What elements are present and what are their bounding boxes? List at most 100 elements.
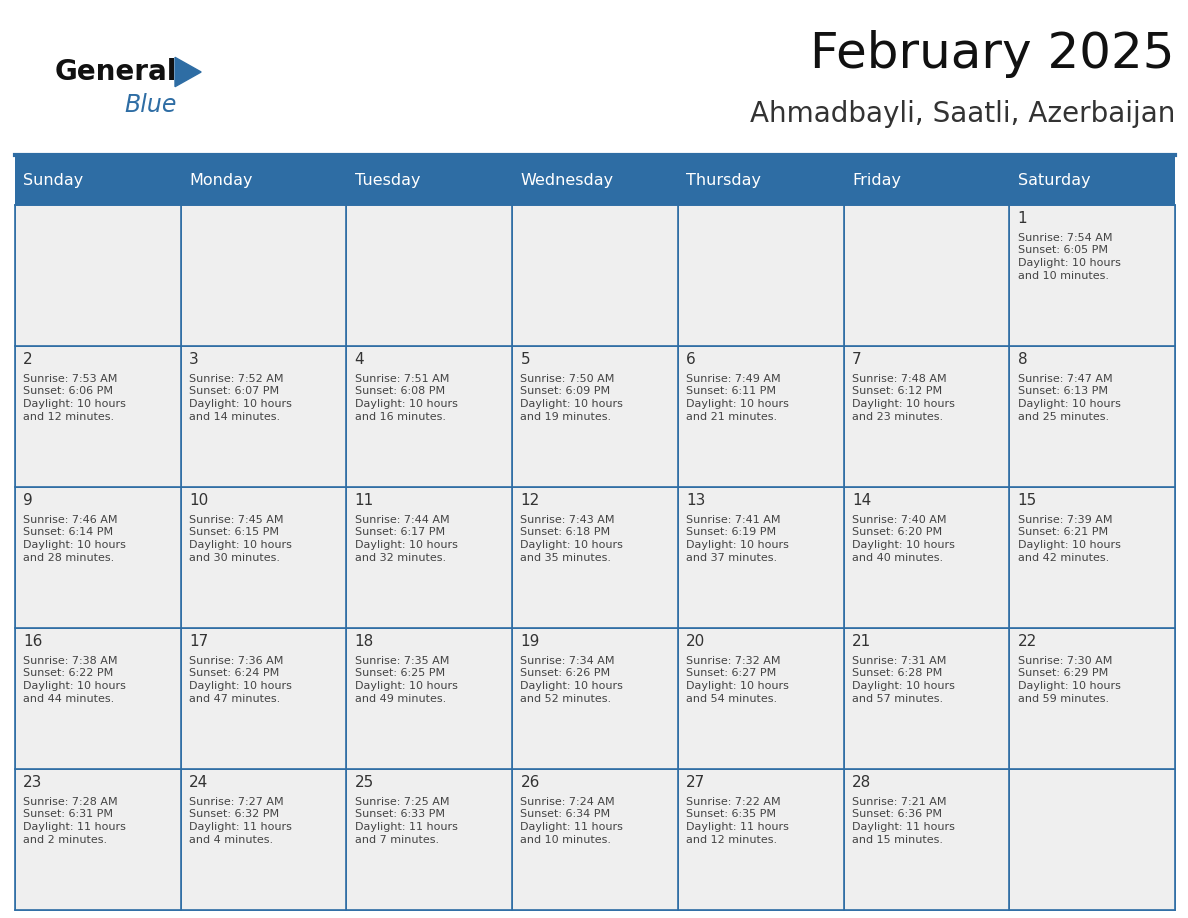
Bar — [512, 769, 678, 910]
Text: Sunrise: 7:43 AM
Sunset: 6:18 PM
Daylight: 10 hours
and 35 minutes.: Sunrise: 7:43 AM Sunset: 6:18 PM Dayligh… — [520, 515, 624, 563]
Text: Sunrise: 7:30 AM
Sunset: 6:29 PM
Daylight: 10 hours
and 59 minutes.: Sunrise: 7:30 AM Sunset: 6:29 PM Dayligh… — [1018, 655, 1120, 704]
Text: Friday: Friday — [852, 173, 901, 187]
Text: Blue: Blue — [124, 93, 176, 117]
Bar — [512, 346, 678, 487]
Text: Ahmadbayli, Saatli, Azerbaijan: Ahmadbayli, Saatli, Azerbaijan — [750, 100, 1175, 128]
Text: Sunrise: 7:48 AM
Sunset: 6:12 PM
Daylight: 10 hours
and 23 minutes.: Sunrise: 7:48 AM Sunset: 6:12 PM Dayligh… — [852, 374, 955, 422]
Bar — [347, 205, 512, 346]
Bar — [843, 346, 1010, 487]
Bar — [1010, 628, 1175, 769]
Text: 4: 4 — [355, 352, 365, 366]
Text: Tuesday: Tuesday — [355, 173, 421, 187]
Text: Saturday: Saturday — [1018, 173, 1091, 187]
Text: 14: 14 — [852, 493, 871, 508]
Bar — [347, 487, 512, 628]
Text: Monday: Monday — [189, 173, 253, 187]
Text: 3: 3 — [189, 352, 198, 366]
Text: Sunrise: 7:28 AM
Sunset: 6:31 PM
Daylight: 11 hours
and 2 minutes.: Sunrise: 7:28 AM Sunset: 6:31 PM Dayligh… — [24, 797, 126, 845]
Text: Sunrise: 7:31 AM
Sunset: 6:28 PM
Daylight: 10 hours
and 57 minutes.: Sunrise: 7:31 AM Sunset: 6:28 PM Dayligh… — [852, 655, 955, 704]
Text: 6: 6 — [687, 352, 696, 366]
Bar — [843, 205, 1010, 346]
Text: Sunday: Sunday — [24, 173, 83, 187]
Text: Sunrise: 7:35 AM
Sunset: 6:25 PM
Daylight: 10 hours
and 49 minutes.: Sunrise: 7:35 AM Sunset: 6:25 PM Dayligh… — [355, 655, 457, 704]
Bar — [843, 769, 1010, 910]
Text: 24: 24 — [189, 775, 208, 789]
Bar — [843, 628, 1010, 769]
Bar — [1010, 346, 1175, 487]
Bar — [15, 769, 181, 910]
Text: 15: 15 — [1018, 493, 1037, 508]
Bar — [181, 628, 347, 769]
Text: 26: 26 — [520, 775, 539, 789]
Text: Sunrise: 7:47 AM
Sunset: 6:13 PM
Daylight: 10 hours
and 25 minutes.: Sunrise: 7:47 AM Sunset: 6:13 PM Dayligh… — [1018, 374, 1120, 422]
Bar — [181, 346, 347, 487]
Text: 18: 18 — [355, 633, 374, 648]
Text: Sunrise: 7:40 AM
Sunset: 6:20 PM
Daylight: 10 hours
and 40 minutes.: Sunrise: 7:40 AM Sunset: 6:20 PM Dayligh… — [852, 515, 955, 563]
Bar — [843, 487, 1010, 628]
Text: 11: 11 — [355, 493, 374, 508]
Text: Sunrise: 7:45 AM
Sunset: 6:15 PM
Daylight: 10 hours
and 30 minutes.: Sunrise: 7:45 AM Sunset: 6:15 PM Dayligh… — [189, 515, 292, 563]
Text: 12: 12 — [520, 493, 539, 508]
Text: 20: 20 — [687, 633, 706, 648]
Bar — [678, 205, 843, 346]
Text: Sunrise: 7:25 AM
Sunset: 6:33 PM
Daylight: 11 hours
and 7 minutes.: Sunrise: 7:25 AM Sunset: 6:33 PM Dayligh… — [355, 797, 457, 845]
Text: 8: 8 — [1018, 352, 1028, 366]
Bar — [512, 205, 678, 346]
Bar — [15, 346, 181, 487]
Bar — [678, 769, 843, 910]
Text: Sunrise: 7:34 AM
Sunset: 6:26 PM
Daylight: 10 hours
and 52 minutes.: Sunrise: 7:34 AM Sunset: 6:26 PM Dayligh… — [520, 655, 624, 704]
Text: General: General — [55, 58, 177, 86]
Bar — [181, 769, 347, 910]
Polygon shape — [175, 57, 201, 86]
Text: Wednesday: Wednesday — [520, 173, 613, 187]
Text: 10: 10 — [189, 493, 208, 508]
Bar — [1010, 487, 1175, 628]
Text: 25: 25 — [355, 775, 374, 789]
Bar — [15, 205, 181, 346]
Text: Sunrise: 7:46 AM
Sunset: 6:14 PM
Daylight: 10 hours
and 28 minutes.: Sunrise: 7:46 AM Sunset: 6:14 PM Dayligh… — [24, 515, 126, 563]
Text: 17: 17 — [189, 633, 208, 648]
Bar — [678, 346, 843, 487]
Text: 19: 19 — [520, 633, 539, 648]
Bar — [678, 628, 843, 769]
Text: 1: 1 — [1018, 210, 1028, 226]
Text: 27: 27 — [687, 775, 706, 789]
Text: 16: 16 — [24, 633, 43, 648]
Text: Sunrise: 7:27 AM
Sunset: 6:32 PM
Daylight: 11 hours
and 4 minutes.: Sunrise: 7:27 AM Sunset: 6:32 PM Dayligh… — [189, 797, 292, 845]
Text: Sunrise: 7:53 AM
Sunset: 6:06 PM
Daylight: 10 hours
and 12 minutes.: Sunrise: 7:53 AM Sunset: 6:06 PM Dayligh… — [24, 374, 126, 422]
Bar — [347, 346, 512, 487]
Bar — [347, 769, 512, 910]
Text: Sunrise: 7:22 AM
Sunset: 6:35 PM
Daylight: 11 hours
and 12 minutes.: Sunrise: 7:22 AM Sunset: 6:35 PM Dayligh… — [687, 797, 789, 845]
Text: Sunrise: 7:54 AM
Sunset: 6:05 PM
Daylight: 10 hours
and 10 minutes.: Sunrise: 7:54 AM Sunset: 6:05 PM Dayligh… — [1018, 232, 1120, 281]
Text: 2: 2 — [24, 352, 33, 366]
Bar — [512, 628, 678, 769]
Text: February 2025: February 2025 — [810, 30, 1175, 78]
Bar — [15, 628, 181, 769]
Bar — [347, 628, 512, 769]
Text: 5: 5 — [520, 352, 530, 366]
Text: 28: 28 — [852, 775, 871, 789]
Bar — [15, 487, 181, 628]
Text: Sunrise: 7:38 AM
Sunset: 6:22 PM
Daylight: 10 hours
and 44 minutes.: Sunrise: 7:38 AM Sunset: 6:22 PM Dayligh… — [24, 655, 126, 704]
Text: Sunrise: 7:52 AM
Sunset: 6:07 PM
Daylight: 10 hours
and 14 minutes.: Sunrise: 7:52 AM Sunset: 6:07 PM Dayligh… — [189, 374, 292, 422]
Bar — [1010, 205, 1175, 346]
Text: Sunrise: 7:41 AM
Sunset: 6:19 PM
Daylight: 10 hours
and 37 minutes.: Sunrise: 7:41 AM Sunset: 6:19 PM Dayligh… — [687, 515, 789, 563]
Text: Sunrise: 7:51 AM
Sunset: 6:08 PM
Daylight: 10 hours
and 16 minutes.: Sunrise: 7:51 AM Sunset: 6:08 PM Dayligh… — [355, 374, 457, 422]
Bar — [181, 205, 347, 346]
Bar — [181, 487, 347, 628]
Bar — [15, 155, 1175, 205]
Text: 22: 22 — [1018, 633, 1037, 648]
Text: 7: 7 — [852, 352, 861, 366]
Text: Sunrise: 7:49 AM
Sunset: 6:11 PM
Daylight: 10 hours
and 21 minutes.: Sunrise: 7:49 AM Sunset: 6:11 PM Dayligh… — [687, 374, 789, 422]
Text: 13: 13 — [687, 493, 706, 508]
Text: 9: 9 — [24, 493, 33, 508]
Text: Sunrise: 7:39 AM
Sunset: 6:21 PM
Daylight: 10 hours
and 42 minutes.: Sunrise: 7:39 AM Sunset: 6:21 PM Dayligh… — [1018, 515, 1120, 563]
Text: 23: 23 — [24, 775, 43, 789]
Text: Thursday: Thursday — [687, 173, 762, 187]
Text: Sunrise: 7:24 AM
Sunset: 6:34 PM
Daylight: 11 hours
and 10 minutes.: Sunrise: 7:24 AM Sunset: 6:34 PM Dayligh… — [520, 797, 624, 845]
Bar — [678, 487, 843, 628]
Text: Sunrise: 7:50 AM
Sunset: 6:09 PM
Daylight: 10 hours
and 19 minutes.: Sunrise: 7:50 AM Sunset: 6:09 PM Dayligh… — [520, 374, 624, 422]
Text: Sunrise: 7:44 AM
Sunset: 6:17 PM
Daylight: 10 hours
and 32 minutes.: Sunrise: 7:44 AM Sunset: 6:17 PM Dayligh… — [355, 515, 457, 563]
Bar — [512, 487, 678, 628]
Text: Sunrise: 7:32 AM
Sunset: 6:27 PM
Daylight: 10 hours
and 54 minutes.: Sunrise: 7:32 AM Sunset: 6:27 PM Dayligh… — [687, 655, 789, 704]
